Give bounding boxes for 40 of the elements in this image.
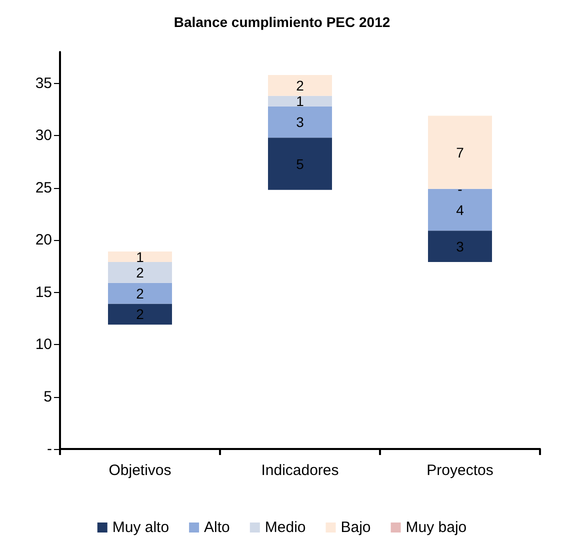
- data-label: 5: [296, 156, 304, 172]
- bar: [108, 252, 172, 262]
- y-tick-label: 15: [35, 284, 52, 301]
- legend-label: Alto: [204, 519, 230, 536]
- y-tick-label: 5: [44, 388, 52, 406]
- bar: [268, 96, 332, 106]
- legend-label: Muy bajo: [406, 519, 467, 536]
- x-tick-label: Proyectos: [426, 462, 494, 479]
- x-tick-label: Objetivos: [108, 462, 172, 479]
- bar: [428, 188, 492, 231]
- data-label: 3: [296, 114, 304, 130]
- y-tick-label: 25: [35, 179, 52, 196]
- data-label: 3: [456, 238, 464, 254]
- legend-label: Medio: [264, 519, 306, 536]
- bar: [108, 282, 172, 304]
- legend-label: Bajo: [340, 519, 371, 536]
- data-label: 2: [296, 77, 304, 94]
- bar: [268, 138, 332, 190]
- bar: [268, 106, 332, 138]
- data-label: 2: [136, 285, 144, 302]
- y-tick-label: 30: [35, 127, 52, 144]
- y-tick-label: 35: [35, 74, 52, 92]
- y-tick-label: 10: [35, 336, 52, 354]
- y-tick-label: 20: [35, 232, 52, 249]
- bar: [108, 304, 172, 325]
- bar: [108, 262, 172, 283]
- legend-label: Muy alto: [112, 519, 170, 536]
- bar: [428, 230, 492, 262]
- annotation: -: [458, 180, 463, 197]
- chart-title: Balance cumplimiento PEC 2012: [174, 14, 390, 30]
- bar: [428, 116, 492, 189]
- data-label: 7: [456, 144, 464, 160]
- x-tick-label: Indicadores: [261, 462, 339, 479]
- data-label: 1: [296, 93, 304, 110]
- data-label: 4: [456, 202, 464, 218]
- y-tick-label: -: [47, 440, 52, 458]
- bar: [268, 74, 332, 96]
- data-label: 2: [136, 264, 144, 280]
- data-label: 1: [136, 248, 144, 265]
- data-label: 2: [136, 306, 144, 322]
